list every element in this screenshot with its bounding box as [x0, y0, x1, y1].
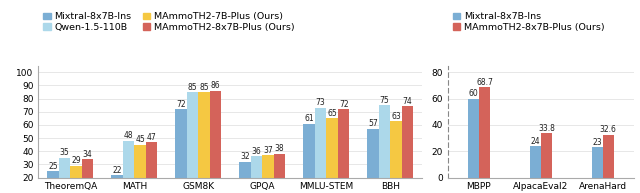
Bar [303, 124, 315, 193]
Text: 48: 48 [124, 131, 134, 140]
Text: 37: 37 [263, 146, 273, 155]
Bar [367, 129, 379, 193]
Text: 23: 23 [592, 138, 602, 147]
Text: 74: 74 [403, 97, 413, 106]
Text: 60: 60 [468, 89, 478, 98]
Text: 45: 45 [135, 135, 145, 144]
Bar [603, 135, 614, 178]
Bar [326, 118, 338, 193]
Text: 38: 38 [275, 144, 285, 153]
Bar [402, 107, 413, 193]
Bar [251, 157, 262, 193]
Text: 75: 75 [380, 96, 390, 105]
Text: 85: 85 [188, 83, 198, 91]
Text: 72: 72 [176, 100, 186, 109]
Bar [338, 109, 349, 193]
Text: 61: 61 [304, 114, 314, 123]
Bar [134, 145, 146, 193]
Text: 63: 63 [391, 112, 401, 121]
Text: 68.7: 68.7 [476, 78, 493, 87]
Bar [379, 105, 390, 193]
Bar [315, 108, 326, 193]
Bar [591, 147, 603, 178]
Bar [59, 158, 70, 193]
Text: 65: 65 [327, 109, 337, 118]
Legend: Mixtral-8x7B-Ins, MAmmoTH2-8x7B-Plus (Ours): Mixtral-8x7B-Ins, MAmmoTH2-8x7B-Plus (Ou… [452, 12, 605, 32]
Bar [47, 171, 59, 193]
Text: 22: 22 [113, 166, 122, 174]
Bar [541, 133, 552, 178]
Text: 32.6: 32.6 [600, 125, 617, 134]
Text: 57: 57 [368, 119, 378, 128]
Bar [210, 91, 221, 193]
Bar [390, 121, 402, 193]
Text: 33.8: 33.8 [538, 124, 555, 133]
Bar [198, 92, 210, 193]
Bar [146, 142, 157, 193]
Text: 73: 73 [316, 98, 326, 107]
Bar [262, 155, 274, 193]
Bar [530, 146, 541, 178]
Text: 47: 47 [147, 133, 157, 142]
Text: 24: 24 [531, 137, 540, 146]
Text: 72: 72 [339, 100, 349, 109]
Bar [70, 166, 82, 193]
Text: 34: 34 [83, 150, 93, 159]
Bar [479, 87, 490, 178]
Legend: Mixtral-8x7B-Ins, Qwen-1.5-110B, MAmmoTH2-7B-Plus (Ours), MAmmoTH2-8x7B-Plus (Ou: Mixtral-8x7B-Ins, Qwen-1.5-110B, MAmmoTH… [43, 12, 295, 32]
Bar [468, 99, 479, 178]
Text: 36: 36 [252, 147, 262, 156]
Bar [111, 175, 123, 193]
Text: 25: 25 [48, 162, 58, 171]
Text: 29: 29 [71, 156, 81, 165]
Text: 85: 85 [199, 83, 209, 91]
Text: 32: 32 [240, 152, 250, 161]
Text: 86: 86 [211, 81, 221, 90]
Bar [187, 92, 198, 193]
Bar [274, 154, 285, 193]
Bar [239, 162, 251, 193]
Text: 35: 35 [60, 148, 70, 157]
Bar [175, 109, 187, 193]
Bar [123, 141, 134, 193]
Bar [82, 159, 93, 193]
